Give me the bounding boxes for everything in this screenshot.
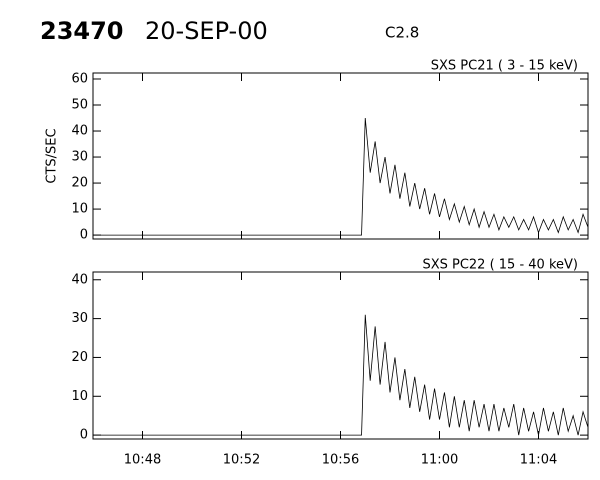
event-id: 23470 [40, 17, 124, 45]
y-tick-label: 0 [80, 228, 88, 243]
y-tick-label: 0 [80, 428, 88, 443]
y-axis-label: CTS/SEC [45, 128, 60, 183]
y-tick-label: 30 [71, 150, 88, 165]
y-tick-label: 30 [71, 311, 88, 326]
x-tick-label: 11:00 [421, 453, 458, 468]
y-tick-label: 10 [71, 202, 88, 217]
y-tick-label: 10 [71, 389, 88, 404]
x-tick-label: 10:56 [322, 453, 359, 468]
y-tick-label: 60 [71, 71, 88, 86]
x-tick-label: 10:48 [124, 453, 161, 468]
y-tick-label: 40 [71, 124, 88, 139]
panel-title: SXS PC22 ( 15 - 40 keV) [422, 258, 578, 273]
y-tick-label: 20 [71, 176, 88, 191]
flare-class: C2.8 [385, 24, 419, 42]
plot-frame [92, 271, 589, 440]
y-tick-label: 50 [71, 98, 88, 113]
data-line [93, 117, 589, 236]
y-tick-label: 40 [71, 272, 88, 287]
x-tick-label: 10:52 [223, 453, 260, 468]
data-line [93, 314, 589, 436]
event-date: 20-SEP-00 [145, 17, 268, 45]
panel-title: SXS PC21 ( 3 - 15 keV) [431, 59, 578, 74]
plot-frame [92, 72, 589, 240]
x-tick-label: 11:04 [520, 453, 557, 468]
y-tick-label: 20 [71, 350, 88, 365]
